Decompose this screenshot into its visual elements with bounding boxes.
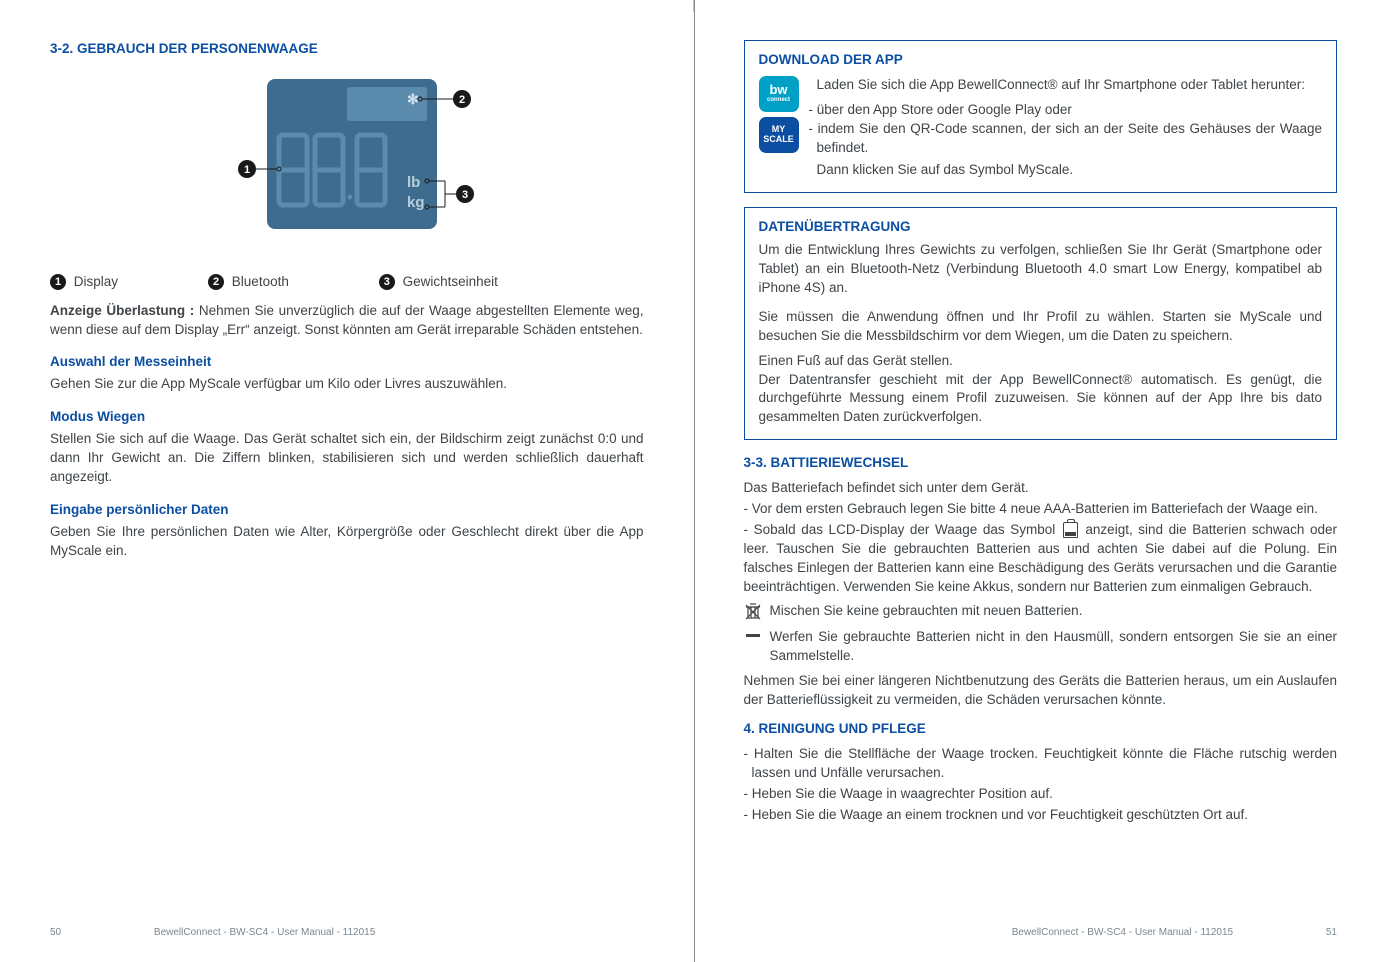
battery-warn-1: Mischen Sie keine gebrauchten mit neuen …	[770, 602, 1338, 624]
section-title-3-3: 3-3. BATTIERIEWECHSEL	[744, 454, 1338, 473]
download-bullet-2: - indem Sie den QR-Code scannen, der sic…	[809, 120, 1323, 158]
svg-text:1: 1	[244, 164, 250, 176]
footer-text-right: BewellConnect - BW-SC4 - User Manual - 1…	[1012, 927, 1233, 938]
legend-label-3: Gewichtseinheit	[403, 274, 498, 289]
legend-label-1: Display	[74, 274, 118, 289]
battery-p2: - Vor dem ersten Gebrauch legen Sie bitt…	[744, 500, 1338, 519]
page-number-right: 51	[1326, 927, 1337, 938]
crop-tick-top	[693, 0, 694, 12]
unit-lb-text: lb	[407, 174, 420, 191]
unit-kg-text: kg	[407, 194, 425, 211]
download-intro: Laden Sie sich die App BewellConnect® au…	[809, 76, 1323, 95]
weee-bin-icon	[744, 602, 762, 624]
scale-diagram: ✻ lb kg 1	[50, 69, 644, 255]
right-page: DOWNLOAD DER APP bw connect MY SCALE Lad…	[694, 0, 1387, 962]
legend-marker-1: 1	[50, 274, 66, 290]
legend-label-2: Bluetooth	[232, 274, 289, 289]
svg-text:✻: ✻	[407, 91, 419, 107]
personal-text: Geben Sie Ihre persönlichen Daten wie Al…	[50, 523, 644, 561]
transfer-p1: Um die Entwicklung Ihres Gewichts zu ver…	[759, 241, 1323, 298]
legend-marker-3: 3	[379, 274, 395, 290]
download-bullet-1: - über den App Store oder Google Play od…	[809, 101, 1323, 120]
svg-text:3: 3	[462, 189, 468, 201]
battery-p1: Das Batteriefach befindet sich unter dem…	[744, 479, 1338, 498]
transfer-p3: Einen Fuß auf das Gerät stellen.	[759, 352, 1323, 371]
weigh-text: Stellen Sie sich auf die Waage. Das Gerä…	[50, 430, 644, 487]
weee-bar-icon	[744, 631, 762, 641]
download-box: DOWNLOAD DER APP bw connect MY SCALE Lad…	[744, 40, 1338, 193]
battery-warn-2: Werfen Sie gebrauchte Batterien nicht in…	[770, 628, 1338, 666]
low-battery-icon	[1063, 522, 1078, 538]
legend-marker-2: 2	[208, 274, 224, 290]
app-icons-column: bw connect MY SCALE	[759, 76, 801, 158]
scale-svg: ✻ lb kg 1	[207, 69, 487, 249]
left-page: 3-2. GEBRAUCH DER PERSONENWAAGE ✻ lb kg	[0, 0, 694, 962]
subheading-personal: Eingabe persönlicher Daten	[50, 501, 644, 520]
download-then: Dann klicken Sie auf das Symbol MyScale.	[809, 161, 1323, 180]
bewell-connect-icon: bw connect	[759, 76, 799, 112]
myscale-icon: MY SCALE	[759, 117, 799, 153]
battery-p3: - Sobald das LCD-Display der Waage das S…	[744, 521, 1338, 597]
clean-b1: - Halten Sie die Stellfläche der Waage t…	[744, 745, 1338, 783]
footer-right: BewellConnect - BW-SC4 - User Manual - 1…	[1012, 926, 1337, 940]
clean-b3: - Heben Sie die Waage an einem trocknen …	[744, 806, 1338, 825]
clean-b2: - Heben Sie die Waage in waagrechter Pos…	[744, 785, 1338, 804]
transfer-title: DATENÜBERTRAGUNG	[759, 218, 1323, 237]
page-divider	[694, 0, 695, 962]
page-number-left: 50	[50, 927, 61, 938]
overload-label: Anzeige Überlastung :	[50, 303, 194, 318]
footer-text-left: BewellConnect - BW-SC4 - User Manual - 1…	[154, 927, 375, 938]
transfer-p4: Der Datentransfer geschieht mit der App …	[759, 371, 1323, 428]
download-title: DOWNLOAD DER APP	[759, 51, 1323, 70]
transfer-box: DATENÜBERTRAGUNG Um die Entwicklung Ihre…	[744, 207, 1338, 440]
subheading-unit: Auswahl der Messeinheit	[50, 353, 644, 372]
section-title-4: 4. REINIGUNG UND PFLEGE	[744, 720, 1338, 739]
subheading-weigh: Modus Wiegen	[50, 408, 644, 427]
section-title-3-2: 3-2. GEBRAUCH DER PERSONENWAAGE	[50, 40, 644, 59]
transfer-p2: Sie müssen die Anwendung öffnen und Ihr …	[759, 308, 1323, 346]
footer-left: 50 BewellConnect - BW-SC4 - User Manual …	[50, 926, 375, 940]
unit-text: Gehen Sie zur die App MyScale verfügbar …	[50, 375, 644, 394]
overload-paragraph: Anzeige Überlastung : Nehmen Sie unverzü…	[50, 302, 644, 340]
diagram-legend: 1 Display 2 Bluetooth 3 Gewichtseinheit	[50, 273, 644, 292]
battery-p4: Nehmen Sie bei einer längeren Nichtbenut…	[744, 672, 1338, 710]
svg-text:2: 2	[459, 94, 465, 106]
